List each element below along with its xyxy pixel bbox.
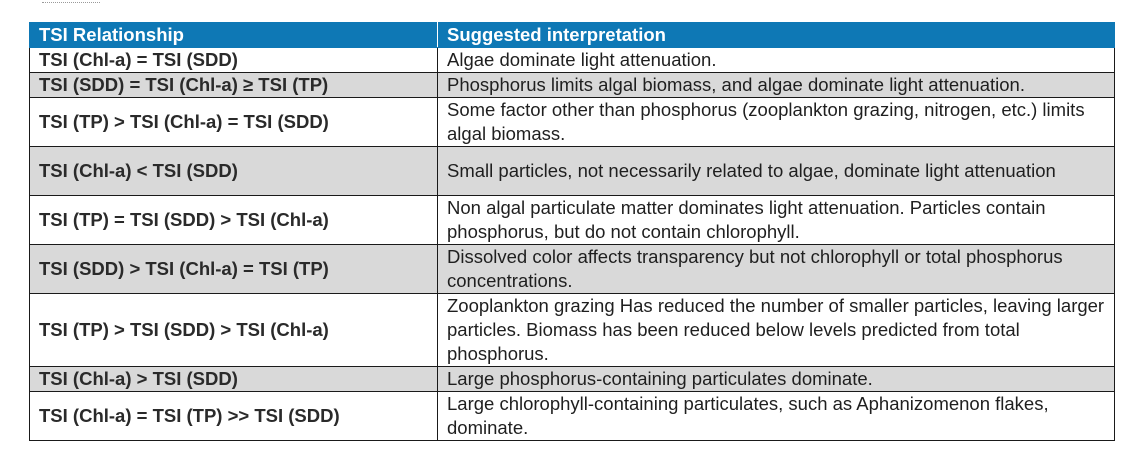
relationship-cell: TSI (TP) > TSI (Chl-a) = TSI (SDD) <box>29 97 438 147</box>
interpretation-cell: Algae dominate light attenuation. <box>437 47 1115 73</box>
table-row: TSI (Chl-a) > TSI (SDD) Large phosphorus… <box>29 366 1115 392</box>
table-row: TSI (Chl-a) < TSI (SDD) Small particles,… <box>29 146 1115 196</box>
relationship-cell: TSI (Chl-a) = TSI (TP) >> TSI (SDD) <box>29 391 438 441</box>
table-row: TSI (TP) > TSI (Chl-a) = TSI (SDD) Some … <box>29 97 1115 147</box>
table-row: TSI (SDD) = TSI (Chl-a) ≥ TSI (TP) Phosp… <box>29 72 1115 98</box>
relationship-cell: TSI (Chl-a) > TSI (SDD) <box>29 366 438 392</box>
relationship-cell: TSI (TP) = TSI (SDD) > TSI (Chl-a) <box>29 195 438 245</box>
header-tsi-relationship: TSI Relationship <box>29 22 438 48</box>
interpretation-cell: Zooplankton grazing Has reduced the numb… <box>437 293 1115 367</box>
tsi-interpretation-table: TSI Relationship Suggested interpretatio… <box>29 22 1115 441</box>
interpretation-cell: Small particles, not necessarily related… <box>437 146 1115 196</box>
relationship-cell: TSI (Chl-a) < TSI (SDD) <box>29 146 438 196</box>
relationship-cell: TSI (Chl-a) = TSI (SDD) <box>29 47 438 73</box>
header-row: TSI Relationship Suggested interpretatio… <box>29 22 1115 48</box>
table-body: TSI (Chl-a) = TSI (SDD) Algae dominate l… <box>29 47 1115 441</box>
table-row: TSI (TP) > TSI (SDD) > TSI (Chl-a) Zoopl… <box>29 293 1115 367</box>
table-row: TSI (Chl-a) = TSI (TP) >> TSI (SDD) Larg… <box>29 391 1115 441</box>
interpretation-cell: Some factor other than phosphorus (zoopl… <box>437 97 1115 147</box>
interpretation-cell: Large chlorophyll-containing particulate… <box>437 391 1115 441</box>
table-row: TSI (SDD) > TSI (Chl-a) = TSI (TP) Disso… <box>29 244 1115 294</box>
relationship-cell: TSI (TP) > TSI (SDD) > TSI (Chl-a) <box>29 293 438 367</box>
relationship-cell: TSI (SDD) = TSI (Chl-a) ≥ TSI (TP) <box>29 72 438 98</box>
decorative-dotted-line <box>42 2 100 3</box>
interpretation-cell: Large phosphorus-containing particulates… <box>437 366 1115 392</box>
table-row: TSI (Chl-a) = TSI (SDD) Algae dominate l… <box>29 47 1115 73</box>
interpretation-cell: Dissolved color affects transparency but… <box>437 244 1115 294</box>
interpretation-cell: Phosphorus limits algal biomass, and alg… <box>437 72 1115 98</box>
relationship-cell: TSI (SDD) > TSI (Chl-a) = TSI (TP) <box>29 244 438 294</box>
table-row: TSI (TP) = TSI (SDD) > TSI (Chl-a) Non a… <box>29 195 1115 245</box>
table-header: TSI Relationship Suggested interpretatio… <box>29 22 1115 48</box>
interpretation-cell: Non algal particulate matter dominates l… <box>437 195 1115 245</box>
header-suggested-interpretation: Suggested interpretation <box>437 22 1115 48</box>
